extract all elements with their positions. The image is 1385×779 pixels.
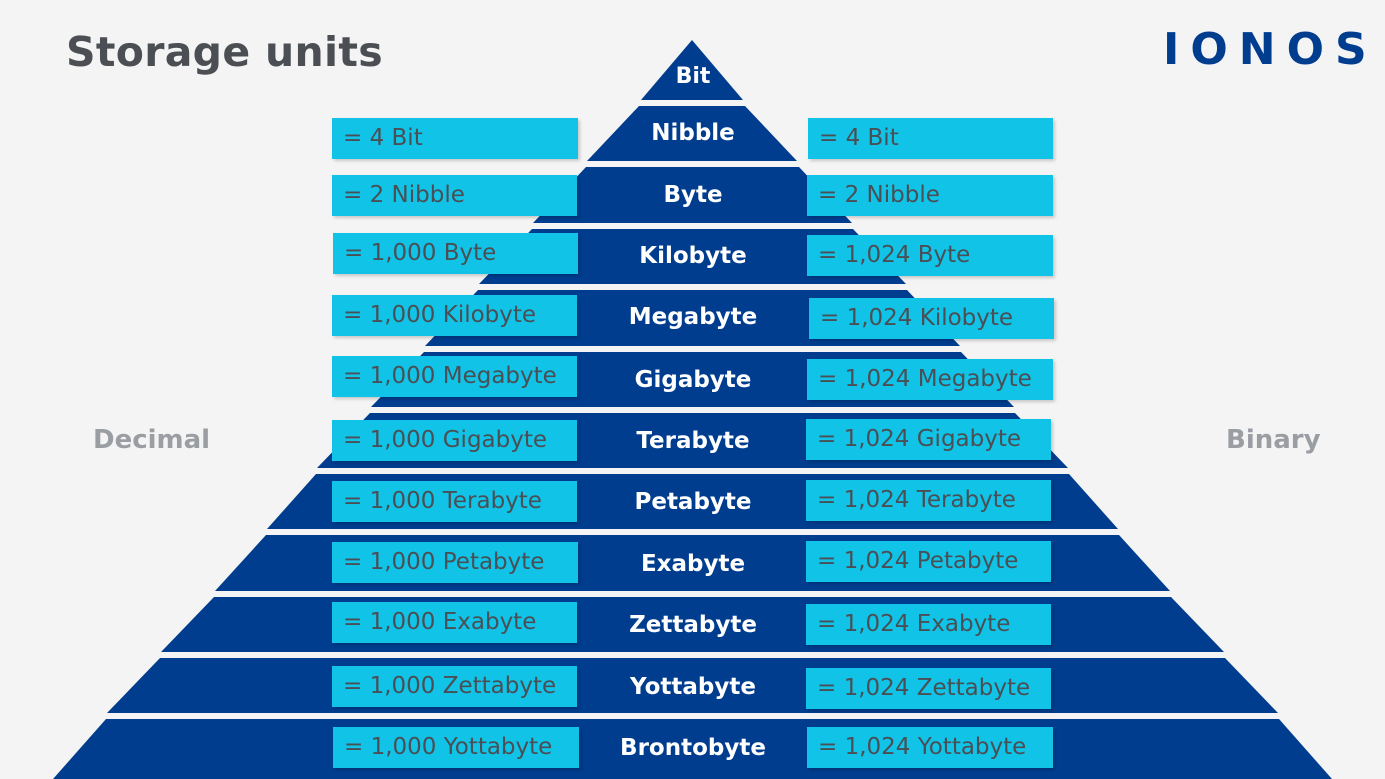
binary-box-megabyte: = 1,024 Kilobyte	[809, 298, 1054, 339]
binary-box-yottabyte: = 1,024 Zettabyte	[806, 668, 1051, 709]
tier-label-yottabyte: Yottabyte	[630, 674, 756, 700]
decimal-box-exabyte: = 1,000 Petabyte	[332, 542, 578, 583]
binary-box-byte: = 2 Nibble	[807, 175, 1053, 216]
tier-label-kilobyte: Kilobyte	[639, 243, 747, 269]
ionos-logo: IONOS	[1163, 24, 1378, 75]
binary-box-brontobyte: = 1,024 Yottabyte	[807, 727, 1053, 768]
tier-label-exabyte: Exabyte	[640, 551, 746, 577]
decimal-box-petabyte: = 1,000 Terabyte	[332, 481, 577, 522]
tier-label-gigabyte: Gigabyte	[634, 367, 752, 393]
tier-label-terabyte: Terabyte	[636, 428, 750, 454]
decimal-box-megabyte: = 1,000 Kilobyte	[332, 295, 577, 336]
tier-label-megabyte: Megabyte	[628, 304, 758, 330]
tier-label-byte: Byte	[663, 182, 723, 208]
page-title: Storage units	[66, 28, 383, 76]
decimal-label: Decimal	[93, 425, 211, 455]
tier-label-bit: Bit	[675, 64, 711, 89]
decimal-box-yottabyte: = 1,000 Zettabyte	[332, 666, 577, 707]
binary-box-petabyte: = 1,024 Terabyte	[806, 480, 1051, 521]
tier-shape-bit	[641, 40, 743, 100]
binary-box-exabyte: = 1,024 Petabyte	[806, 541, 1051, 582]
binary-box-kilobyte: = 1,024 Byte	[807, 235, 1053, 276]
binary-box-zettabyte: = 1,024 Exabyte	[806, 604, 1051, 645]
binary-box-terabyte: = 1,024 Gigabyte	[806, 419, 1051, 460]
binary-label: Binary	[1226, 425, 1321, 455]
tier-label-zettabyte: Zettabyte	[629, 612, 757, 638]
decimal-box-terabyte: = 1,000 Gigabyte	[332, 420, 577, 461]
decimal-box-brontobyte: = 1,000 Yottabyte	[333, 727, 579, 768]
tier-shape-nibble	[587, 106, 797, 161]
tier-label-petabyte: Petabyte	[634, 489, 752, 515]
binary-box-nibble: = 4 Bit	[808, 118, 1053, 159]
tier-shape-byte	[533, 167, 852, 223]
tier-label-nibble: Nibble	[651, 120, 735, 146]
binary-box-gigabyte: = 1,024 Megabyte	[807, 359, 1053, 400]
tier-shape-kilobyte	[479, 229, 906, 284]
decimal-box-kilobyte: = 1,000 Byte	[333, 233, 578, 274]
decimal-box-gigabyte: = 1,000 Megabyte	[332, 356, 577, 397]
decimal-box-byte: = 2 Nibble	[332, 175, 577, 216]
tier-label-brontobyte: Brontobyte	[620, 735, 766, 761]
decimal-box-nibble: = 4 Bit	[332, 118, 578, 159]
decimal-box-zettabyte: = 1,000 Exabyte	[332, 602, 577, 643]
